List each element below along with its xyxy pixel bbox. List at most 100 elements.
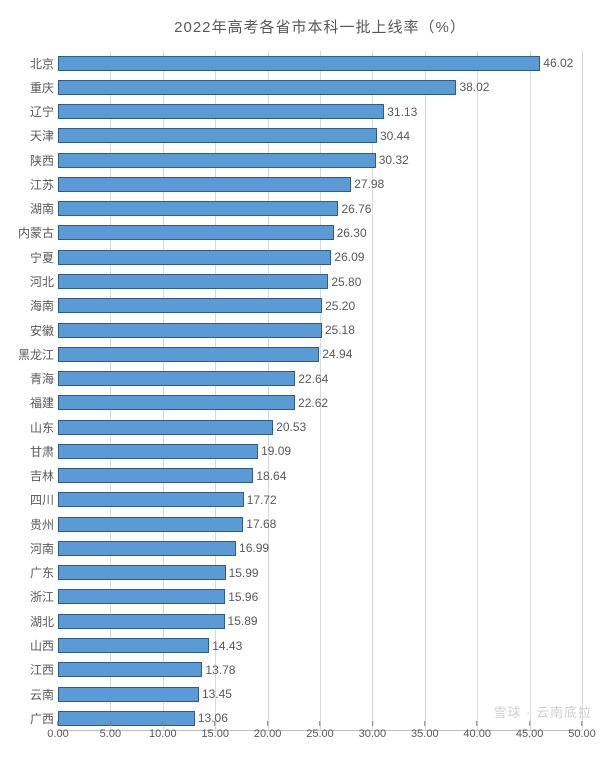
y-axis-label: 黑龙江 bbox=[6, 346, 54, 363]
bar-row: 辽宁31.13 bbox=[58, 100, 582, 124]
bar-row: 北京46.02 bbox=[58, 51, 582, 75]
bar: 17.68 bbox=[58, 517, 243, 532]
value-label: 17.68 bbox=[246, 517, 276, 531]
bar: 30.32 bbox=[58, 153, 376, 168]
bar: 26.76 bbox=[58, 201, 338, 216]
x-tick: 30.00 bbox=[359, 721, 387, 740]
bar: 26.09 bbox=[58, 250, 331, 265]
y-axis-label: 贵州 bbox=[6, 516, 54, 533]
bar: 16.99 bbox=[58, 541, 236, 556]
x-tick: 15.00 bbox=[201, 721, 229, 740]
x-tick-mark bbox=[215, 721, 216, 726]
x-tick-label: 0.00 bbox=[47, 728, 68, 740]
bar: 15.96 bbox=[58, 589, 225, 604]
x-tick-label: 5.00 bbox=[100, 728, 121, 740]
bar-row: 天津30.44 bbox=[58, 124, 582, 148]
y-axis-label: 重庆 bbox=[6, 79, 54, 96]
bar: 13.78 bbox=[58, 662, 202, 677]
value-label: 15.99 bbox=[229, 566, 259, 580]
value-label: 46.02 bbox=[543, 56, 573, 70]
value-label: 20.53 bbox=[276, 420, 306, 434]
bar: 18.64 bbox=[58, 468, 253, 483]
bar-row: 内蒙古26.30 bbox=[58, 221, 582, 245]
y-axis-label: 湖北 bbox=[6, 613, 54, 630]
x-tick: 25.00 bbox=[306, 721, 334, 740]
bar: 30.44 bbox=[58, 128, 377, 143]
value-label: 17.72 bbox=[247, 493, 277, 507]
y-axis-label: 陕西 bbox=[6, 152, 54, 169]
bar: 15.99 bbox=[58, 565, 226, 580]
bar-row: 四川17.72 bbox=[58, 488, 582, 512]
bar-row: 青海22.64 bbox=[58, 366, 582, 390]
x-tick: 35.00 bbox=[411, 721, 439, 740]
y-axis-label: 江西 bbox=[6, 661, 54, 678]
y-axis-label: 安徽 bbox=[6, 322, 54, 339]
x-tick-mark bbox=[162, 721, 163, 726]
y-axis-label: 云南 bbox=[6, 686, 54, 703]
value-label: 25.18 bbox=[325, 323, 355, 337]
x-tick-label: 35.00 bbox=[411, 728, 439, 740]
value-label: 18.64 bbox=[256, 469, 286, 483]
y-axis-label: 辽宁 bbox=[6, 103, 54, 120]
bar-row: 江苏27.98 bbox=[58, 172, 582, 196]
y-axis-label: 内蒙古 bbox=[6, 224, 54, 241]
x-tick-label: 30.00 bbox=[359, 728, 387, 740]
x-tick: 5.00 bbox=[100, 721, 121, 740]
y-axis-label: 宁夏 bbox=[6, 249, 54, 266]
x-tick: 45.00 bbox=[516, 721, 544, 740]
x-tick-mark bbox=[424, 721, 425, 726]
bar-row: 河南16.99 bbox=[58, 536, 582, 560]
y-axis-label: 甘肃 bbox=[6, 443, 54, 460]
bar-row: 安徽25.18 bbox=[58, 318, 582, 342]
y-axis-label: 青海 bbox=[6, 370, 54, 387]
bar: 38.02 bbox=[58, 80, 456, 95]
y-axis-label: 山西 bbox=[6, 637, 54, 654]
y-axis-label: 吉林 bbox=[6, 467, 54, 484]
bar-row: 贵州17.68 bbox=[58, 512, 582, 536]
value-label: 22.64 bbox=[298, 372, 328, 386]
y-axis-label: 天津 bbox=[6, 127, 54, 144]
x-tick-mark bbox=[529, 721, 530, 726]
y-axis-label: 浙江 bbox=[6, 588, 54, 605]
bar: 22.64 bbox=[58, 371, 295, 386]
value-label: 22.62 bbox=[298, 396, 328, 410]
bar-row: 江西13.78 bbox=[58, 658, 582, 682]
value-label: 13.78 bbox=[205, 663, 235, 677]
value-label: 25.80 bbox=[331, 275, 361, 289]
bar: 31.13 bbox=[58, 104, 384, 119]
bar: 25.20 bbox=[58, 298, 322, 313]
value-label: 26.30 bbox=[337, 226, 367, 240]
x-tick-label: 50.00 bbox=[568, 728, 596, 740]
bar-row: 宁夏26.09 bbox=[58, 245, 582, 269]
x-tick: 50.00 bbox=[568, 721, 596, 740]
watermark: 雪球 · 云南底拉 bbox=[493, 702, 592, 721]
bar-row: 广东15.99 bbox=[58, 561, 582, 585]
y-axis-label: 江苏 bbox=[6, 176, 54, 193]
bar-row: 山东20.53 bbox=[58, 415, 582, 439]
bar: 20.53 bbox=[58, 420, 273, 435]
value-label: 26.09 bbox=[334, 250, 364, 264]
bar-row: 甘肃19.09 bbox=[58, 439, 582, 463]
x-tick: 40.00 bbox=[463, 721, 491, 740]
value-label: 14.43 bbox=[212, 639, 242, 653]
bar: 25.18 bbox=[58, 323, 322, 338]
x-tick-label: 45.00 bbox=[516, 728, 544, 740]
bar-row: 黑龙江24.94 bbox=[58, 342, 582, 366]
x-tick-label: 20.00 bbox=[254, 728, 282, 740]
chart-title: 2022年高考各省市本科一批上线率（%） bbox=[58, 10, 582, 51]
value-label: 31.13 bbox=[387, 105, 417, 119]
bar: 46.02 bbox=[58, 56, 540, 71]
y-axis-label: 海南 bbox=[6, 297, 54, 314]
y-axis-label: 广东 bbox=[6, 564, 54, 581]
grid-line bbox=[582, 51, 583, 730]
x-tick-mark bbox=[57, 721, 58, 726]
bar-row: 湖北15.89 bbox=[58, 609, 582, 633]
bar: 17.72 bbox=[58, 492, 244, 507]
bar-row: 陕西30.32 bbox=[58, 148, 582, 172]
bar-row: 重庆38.02 bbox=[58, 75, 582, 99]
x-tick-label: 10.00 bbox=[149, 728, 177, 740]
y-axis-label: 河北 bbox=[6, 273, 54, 290]
chart-container: 2022年高考各省市本科一批上线率（%） 北京46.02重庆38.02辽宁31.… bbox=[0, 0, 602, 759]
bar: 27.98 bbox=[58, 177, 351, 192]
y-axis-label: 北京 bbox=[6, 55, 54, 72]
